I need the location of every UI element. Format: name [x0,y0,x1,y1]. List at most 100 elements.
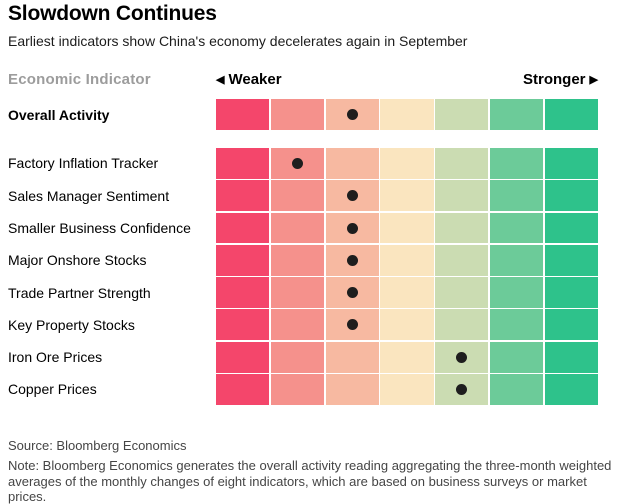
heat-cell-bin-2 [270,341,325,373]
heat-cell-bin-4 [380,212,434,244]
indicator-dot [291,157,303,169]
heat-cell-bin-7 [544,180,598,212]
figure-subtitle: Earliest indicators show China's economy… [8,33,468,49]
source-text: Source: Bloomberg Economics [8,438,187,453]
heat-cell-bin-1 [216,148,270,179]
row-label: Sales Manager Sentiment [8,187,170,204]
heat-cells [216,212,598,244]
heat-cell-bin-7 [544,99,598,130]
row-label: Major Onshore Stocks [8,252,147,269]
right-arrow-icon: ▶ [589,74,598,86]
heat-cell-bin-7 [544,212,598,244]
heat-cell-bin-6 [489,212,544,244]
heatmap-row: Trade Partner Strength [8,277,598,309]
heat-cell-bin-5 [435,341,489,373]
note-text: Note: Bloomberg Economics generates the … [8,458,612,504]
heat-cells [216,341,598,373]
row-label: Copper Prices [8,381,97,398]
heat-cell-bin-2 [270,212,325,244]
heat-cell-bin-1 [216,212,270,244]
heat-cells-overall [216,99,598,130]
weaker-axis-label: ◀ Weaker [216,71,282,88]
heat-cell-bin-2 [270,373,325,405]
heat-cell-bin-3 [325,180,379,212]
heat-cell-bin-7 [544,373,598,405]
heat-cell-bin-3 [325,341,379,373]
heat-cell-bin-1 [216,99,270,130]
row-label: Key Property Stocks [8,316,135,333]
heat-cells [216,309,598,341]
heat-cell-bin-3 [325,309,379,341]
indicator-dot [346,190,358,202]
heatmap-row: Iron Ore Prices [8,341,598,373]
heat-cell-bin-6 [489,309,544,341]
heatmap-row-overall-activity: Overall Activity [8,99,598,130]
heat-cell-bin-3 [325,373,379,405]
heat-cell-bin-5 [435,148,489,179]
scale-direction-labels: ◀ Weaker Stronger ▶ [216,71,598,88]
heat-cell-bin-3 [325,212,379,244]
heat-cell-bin-5 [435,373,489,405]
heatmap-row: Sales Manager Sentiment [8,180,598,212]
row-label: Trade Partner Strength [8,284,151,301]
heat-cell-bin-6 [489,148,544,179]
heat-cell-bin-7 [544,341,598,373]
heat-cell-bin-1 [216,341,270,373]
economic-indicator-column-header: Economic Indicator [8,71,151,88]
page-title: Slowdown Continues [8,2,217,25]
heat-cell-bin-7 [544,244,598,276]
left-arrow-icon: ◀ [216,74,225,86]
indicator-dot [346,222,358,234]
indicator-dot [346,287,358,299]
row-label: Overall Activity [8,106,110,123]
heat-cell-bin-1 [216,244,270,276]
heat-cell-bin-4 [380,277,434,309]
heat-cell-bin-4 [380,373,434,405]
heat-cells [216,277,598,309]
row-label: Factory Inflation Tracker [8,155,159,172]
indicator-dot [346,109,358,120]
heat-cell-bin-7 [544,277,598,309]
heat-cell-bin-4 [380,244,434,276]
heat-cell-bin-6 [489,244,544,276]
indicator-dot [456,351,468,363]
weaker-label-text: Weaker [228,71,282,88]
heat-cell-bin-4 [380,148,434,179]
heat-cell-bin-2 [270,180,325,212]
heatmap-row: Major Onshore Stocks [8,244,598,276]
heat-cell-bin-4 [380,341,434,373]
row-label: Smaller Business Confidence [8,220,191,236]
heat-cell-bin-6 [489,99,544,130]
heat-cell-bin-5 [435,309,489,341]
heat-cells [216,373,598,405]
heat-cell-bin-4 [380,309,434,341]
heat-cell-bin-3 [325,244,379,276]
heat-cell-bin-1 [216,277,270,309]
heat-cells [216,244,598,276]
heatmap-row: Factory Inflation Tracker [8,148,598,179]
heat-cell-bin-1 [216,373,270,405]
heat-cell-bin-3 [325,277,379,309]
stronger-axis-label: Stronger ▶ [523,71,598,88]
indicator-dot [346,254,358,266]
heat-cell-bin-5 [435,180,489,212]
heatmap-row: Copper Prices [8,373,598,405]
heat-cell-bin-6 [489,180,544,212]
heat-cell-bin-3 [325,148,379,179]
heat-cell-bin-4 [380,180,434,212]
heat-cell-bin-2 [270,244,325,276]
heat-cell-bin-4 [380,99,434,130]
heat-cell-bin-2 [270,309,325,341]
heat-cell-bin-2 [270,99,325,130]
heat-cell-bin-5 [435,212,489,244]
footer: Source: Bloomberg Economics Note: Bloomb… [8,438,618,504]
indicator-dot [346,319,358,331]
heat-cell-bin-2 [270,148,325,179]
heatmap-row: Smaller Business Confidence [8,212,598,244]
heat-cell-bin-6 [489,373,544,405]
heat-cell-bin-1 [216,309,270,341]
heat-cell-bin-6 [489,341,544,373]
heat-cells [216,180,598,212]
heat-cell-bin-5 [435,277,489,309]
